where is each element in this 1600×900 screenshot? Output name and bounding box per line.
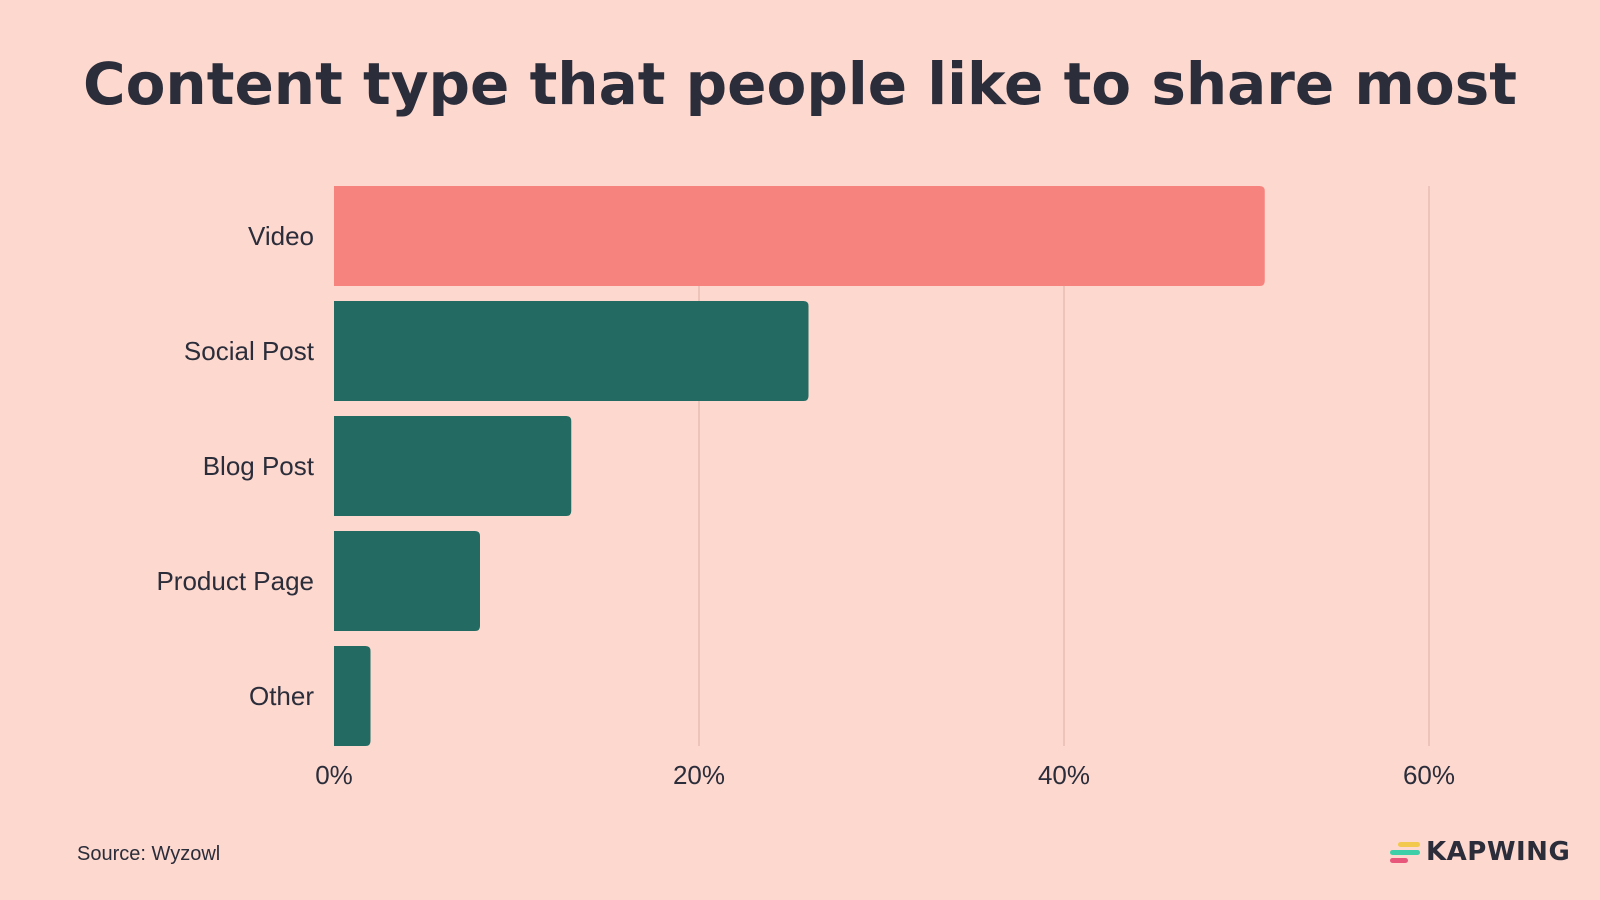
bar-chart: Video Social Post Blog Post Product Page Oth…: [156, 186, 1455, 790]
kapwing-logo-icon: [1390, 841, 1420, 863]
category-label: Video: [248, 221, 314, 251]
bars: [334, 186, 1265, 746]
bar-blog-post: [334, 416, 572, 516]
x-axis-tick-labels: 0% 20% 40% 60%: [315, 760, 1455, 790]
x-tick-label: 40%: [1038, 760, 1090, 790]
source-name: Wyzowl: [151, 843, 221, 865]
category-label: Blog Post: [203, 451, 315, 481]
x-tick-label: 60%: [1403, 760, 1455, 790]
bar-other: [334, 646, 371, 746]
x-tick-label: 20%: [673, 760, 725, 790]
category-label: Product Page: [156, 566, 314, 596]
chart-title: Content type that people like to share m…: [83, 50, 1517, 118]
bar-social-post: [334, 301, 809, 401]
x-tick-label: 0%: [315, 760, 353, 790]
brand-name: KAPWING: [1426, 837, 1571, 867]
category-labels: Video Social Post Blog Post Product Page Oth…: [156, 221, 314, 711]
bar-video: [334, 186, 1265, 286]
category-label: Social Post: [184, 336, 315, 366]
brand-watermark: KAPWING: [1390, 837, 1570, 867]
bar-product-page: [334, 531, 480, 631]
category-label: Other: [249, 681, 314, 711]
source-prefix: Source:: [77, 843, 146, 865]
source-note: Source: Wyzowl: [77, 843, 220, 866]
